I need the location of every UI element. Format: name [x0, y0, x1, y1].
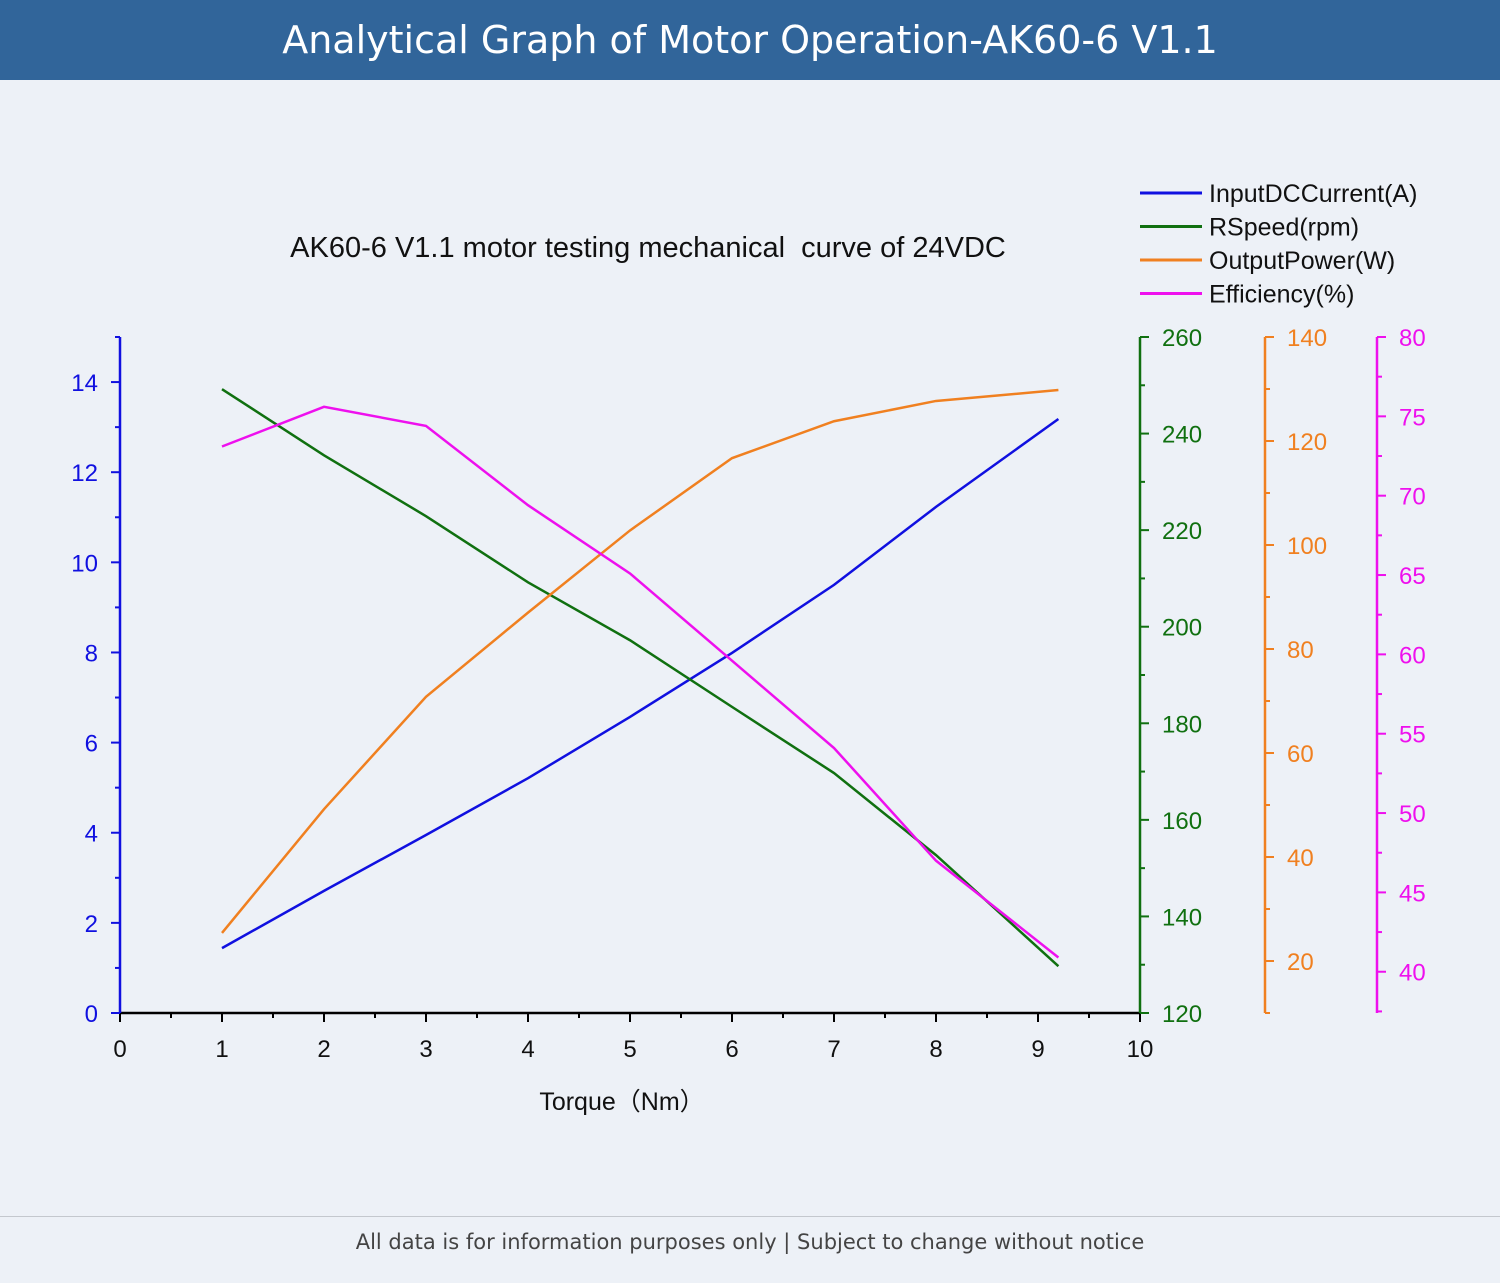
y-tick-label: 220	[1162, 518, 1202, 545]
y-tick-label: 180	[1162, 711, 1202, 738]
x-tick-label: 4	[521, 1036, 534, 1063]
series-line-rspeedrpm	[221, 388, 1060, 968]
footer-note: All data is for information purposes onl…	[355, 1230, 1145, 1254]
y-tick-label: 65	[1399, 563, 1426, 590]
y-tick-label: 260	[1162, 325, 1202, 352]
y-tick-label: 60	[1287, 741, 1314, 768]
series-line-efficiency	[221, 405, 1060, 959]
y-tick-label: 12	[71, 460, 98, 487]
y-tick-label: 40	[1399, 960, 1426, 987]
legend-label: RSpeed(rpm)	[1209, 214, 1359, 242]
y-tick-label: 4	[85, 821, 98, 848]
series-line-inputdccurrenta	[221, 418, 1060, 950]
x-tick-label: 6	[725, 1036, 738, 1063]
x-tick-label: 0	[113, 1036, 126, 1063]
y-tick-label: 60	[1399, 642, 1426, 669]
page-title: Analytical Graph of Motor Operation-AK60…	[282, 18, 1218, 62]
y-tick-label: 140	[1162, 904, 1202, 931]
y-tick-label: 2	[85, 911, 98, 938]
x-tick-label: 2	[317, 1036, 330, 1063]
y-tick-label: 120	[1162, 1001, 1202, 1028]
y-tick-label: 0	[85, 1001, 98, 1028]
y-tick-label: 8	[85, 640, 98, 667]
y-tick-label: 14	[71, 370, 98, 397]
y-tick-label: 140	[1287, 325, 1327, 352]
x-tick-label: 8	[929, 1036, 942, 1063]
x-tick-label: 9	[1031, 1036, 1044, 1063]
y-tick-label: 20	[1287, 949, 1314, 976]
y-tick-label: 10	[71, 550, 98, 577]
x-tick-label: 5	[623, 1036, 636, 1063]
y-tick-label: 75	[1399, 404, 1426, 431]
y-tick-label: 55	[1399, 722, 1426, 749]
y-tick-label: 240	[1162, 422, 1202, 449]
y-tick-label: 100	[1287, 533, 1327, 560]
chart-title: AK60-6 V1.1 motor testing mechanical cur…	[290, 232, 1006, 264]
y-tick-label: 40	[1287, 845, 1314, 872]
footer-divider	[0, 1216, 1500, 1217]
y-tick-label: 45	[1399, 880, 1426, 907]
y-tick-label: 160	[1162, 808, 1202, 835]
page-header: Analytical Graph of Motor Operation-AK60…	[0, 0, 1500, 80]
y-tick-label: 200	[1162, 615, 1202, 642]
x-tick-label: 1	[215, 1036, 228, 1063]
y-tick-label: 50	[1399, 801, 1426, 828]
legend-label: InputDCCurrent(A)	[1209, 180, 1417, 208]
x-axis-label: Torque（Nm）	[539, 1088, 704, 1116]
y-tick-label: 80	[1399, 325, 1426, 352]
x-tick-label: 10	[1127, 1036, 1154, 1063]
x-tick-label: 3	[419, 1036, 432, 1063]
y-tick-label: 6	[85, 731, 98, 758]
legend-label: OutputPower(W)	[1209, 247, 1395, 275]
y-tick-label: 120	[1287, 429, 1327, 456]
legend-label: Efficiency(%)	[1209, 281, 1354, 309]
y-tick-label: 80	[1287, 637, 1314, 664]
x-tick-label: 7	[827, 1036, 840, 1063]
y-tick-label: 70	[1399, 484, 1426, 511]
